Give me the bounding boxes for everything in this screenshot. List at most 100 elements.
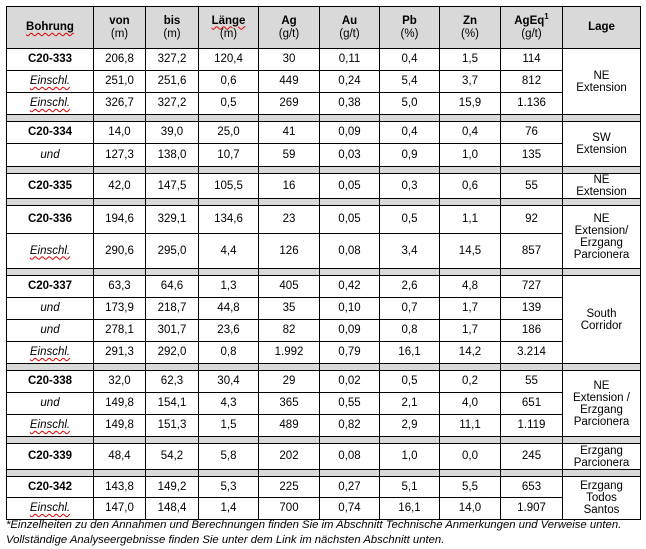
value-cell: 23	[258, 205, 320, 234]
separator-cell	[198, 469, 259, 477]
column-unit: (g/t)	[278, 27, 300, 40]
value-cell: 1,7	[439, 319, 501, 342]
bohrung-label: Einschl.	[29, 502, 71, 514]
value-cell: 16,1	[379, 341, 440, 364]
value-cell: 0,08	[319, 233, 380, 269]
value-cell: 42,0	[93, 173, 146, 199]
bohrung-cell: Einschl.	[6, 414, 94, 437]
value-cell: 1.119	[500, 414, 563, 437]
value-cell: 4,4	[198, 233, 259, 269]
value-cell: 0,8	[198, 341, 259, 364]
value-cell: 278,1	[93, 319, 146, 342]
value-cell: 1,4	[198, 497, 259, 520]
separator-cell	[6, 114, 94, 122]
value-cell: 1,0	[439, 143, 501, 167]
footnote-marker: 1	[544, 11, 549, 21]
column-unit: (m)	[219, 27, 238, 40]
value-cell: 290,6	[93, 233, 146, 269]
value-cell: 16,1	[379, 497, 440, 520]
column-header: Lage	[562, 6, 641, 49]
separator-cell	[258, 363, 320, 371]
separator-cell	[319, 363, 380, 371]
separator-cell	[379, 268, 440, 276]
column-header-label: Bohrung	[26, 21, 74, 33]
bohrung-cell: C20-339	[6, 443, 94, 470]
drill-results-table: Bohrung von (m) bis (m) Länge (m) Ag (g/t) Au (g/t…	[6, 6, 641, 520]
value-cell: 14,5	[439, 233, 501, 269]
lage-cell: Erzgang Parcionera	[562, 443, 641, 470]
bohrung-cell: C20-334	[6, 121, 94, 144]
separator-cell	[145, 469, 199, 477]
value-cell: 0,2	[439, 370, 501, 393]
value-cell: 2,6	[379, 275, 440, 298]
separator-cell	[319, 114, 380, 122]
value-cell: 143,8	[93, 476, 146, 498]
value-cell: 0,5	[198, 92, 259, 115]
bohrung-label: und	[40, 148, 60, 161]
value-cell: 0,82	[319, 414, 380, 437]
value-cell: 44,8	[198, 297, 259, 320]
column-header: bis (m)	[145, 6, 199, 49]
value-cell: 62,3	[145, 370, 199, 393]
separator-cell	[439, 268, 501, 276]
value-cell: 2,1	[379, 392, 440, 415]
value-cell: 0,09	[319, 319, 380, 342]
value-cell: 0,5	[379, 205, 440, 234]
bohrung-cell: C20-335	[6, 173, 94, 199]
table-row: C20-339 48,4 54,2 5,8 202 0,08 1,0 0,0 245 Erzgan…	[6, 443, 641, 470]
separator-cell	[319, 198, 380, 206]
column-header-label: Zn	[462, 14, 478, 27]
column-header: Au (g/t)	[319, 6, 380, 49]
value-cell: 1,1	[439, 205, 501, 234]
value-cell: 16	[258, 173, 320, 199]
value-cell: 0,42	[319, 275, 380, 298]
value-cell: 449	[258, 70, 320, 93]
table-row: und 149,8 154,1 4,3 365 0,55 2,1 4,0 651	[6, 392, 641, 415]
separator-cell	[258, 268, 320, 276]
value-cell: 55	[500, 173, 563, 199]
bohrung-label: C20-342	[27, 480, 73, 493]
value-cell: 329,1	[145, 205, 199, 234]
value-cell: 269	[258, 92, 320, 115]
value-cell: 151,3	[145, 414, 199, 437]
value-cell: 0,8	[379, 319, 440, 342]
value-cell: 147,5	[145, 173, 199, 199]
value-cell: 134,6	[198, 205, 259, 234]
value-cell: 0,79	[319, 341, 380, 364]
value-cell: 3.214	[500, 341, 563, 364]
value-cell: 365	[258, 392, 320, 415]
value-cell: 59	[258, 143, 320, 167]
value-cell: 127,3	[93, 143, 146, 167]
value-cell: 0,4	[439, 121, 501, 144]
value-cell: 1.907	[500, 497, 563, 520]
value-cell: 4,8	[439, 275, 501, 298]
bohrung-cell: Einschl.	[6, 341, 94, 364]
value-cell: 0,27	[319, 476, 380, 498]
value-cell: 0,9	[379, 143, 440, 167]
lage-cell: SW Extension	[562, 121, 641, 167]
bohrung-label: Einschl.	[29, 97, 71, 109]
value-cell: 0,74	[319, 497, 380, 520]
separator-cell	[379, 469, 440, 477]
value-cell: 0,6	[198, 70, 259, 93]
value-cell: 1,5	[439, 48, 501, 71]
bohrung-label: und	[40, 324, 60, 336]
separator-cell	[319, 268, 380, 276]
value-cell: 5,3	[198, 476, 259, 498]
value-cell: 651	[500, 392, 563, 415]
bohrung-cell: C20-338	[6, 370, 94, 393]
bohrung-cell: Einschl.	[6, 233, 94, 269]
separator-cell	[439, 363, 501, 371]
value-cell: 0,02	[319, 370, 380, 393]
value-cell: 41	[258, 121, 320, 144]
value-cell: 30,4	[198, 370, 259, 393]
value-cell: 39,0	[145, 121, 199, 144]
bohrung-label: C20-333	[27, 53, 73, 65]
value-cell: 700	[258, 497, 320, 520]
group-separator	[6, 268, 641, 276]
value-cell: 0,05	[319, 205, 380, 234]
separator-cell	[145, 268, 199, 276]
value-cell: 251,0	[93, 70, 146, 93]
value-cell: 1,3	[198, 275, 259, 298]
separator-cell	[500, 268, 563, 276]
